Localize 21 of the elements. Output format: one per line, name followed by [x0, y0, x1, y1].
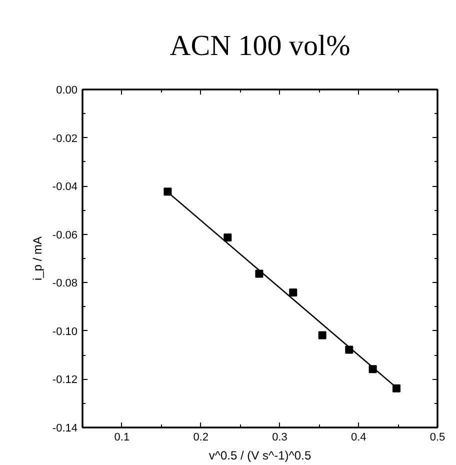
point [164, 188, 172, 196]
chart-title: ACN 100 vol% [170, 30, 350, 62]
x-tick-label: 0.2 [193, 432, 208, 444]
y-tick-label: -0.06 [52, 229, 78, 242]
y-tick-label: -0.10 [52, 326, 78, 338]
point [224, 233, 232, 242]
point [318, 331, 326, 340]
y-tick-label: -0.14 [52, 422, 78, 434]
y-tick-label: -0.02 [52, 132, 78, 145]
y-tick-label: -0.04 [52, 181, 78, 194]
y-axis-title: i_p / mA [30, 236, 44, 281]
y-tick-label: 0.00 [56, 84, 78, 96]
x-tick-label: 0.5 [430, 432, 446, 444]
x-tick-label: 0.3 [272, 432, 288, 444]
point [289, 288, 298, 297]
y-tick-label: -0.08 [52, 278, 78, 290]
x-axis-title: v^0.5 / (V s^-1)^0.5 [208, 448, 312, 462]
x-tick-label: 0.1 [114, 432, 130, 444]
point [392, 384, 400, 392]
x-tick-label: 0.4 [350, 432, 366, 444]
y-tick-label: -0.12 [52, 374, 78, 386]
